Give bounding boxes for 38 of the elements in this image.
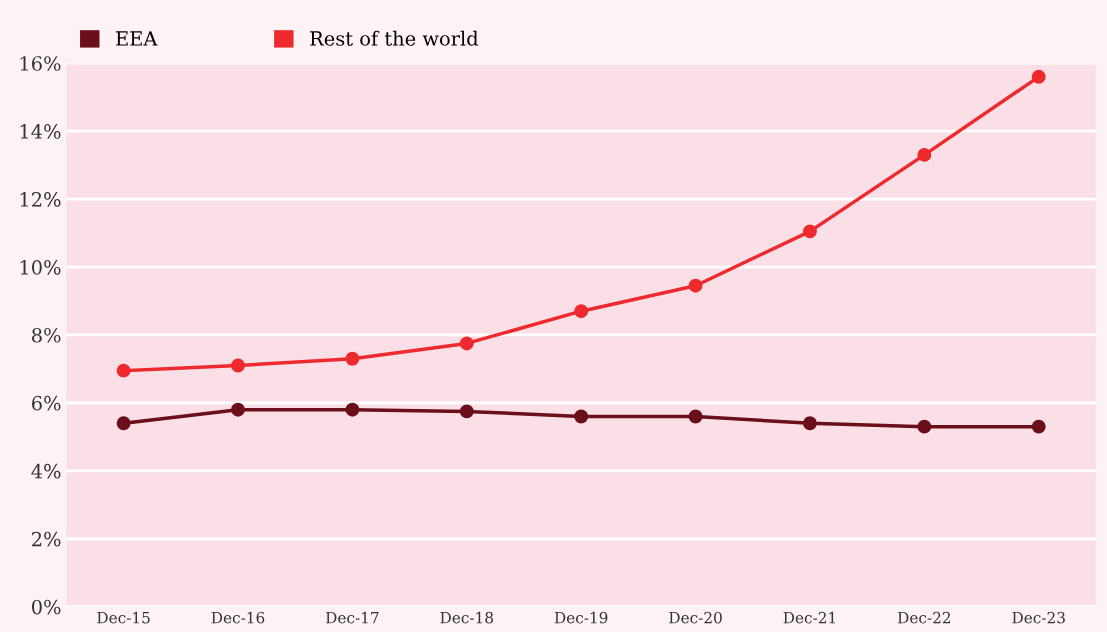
point — [459, 404, 474, 419]
point — [459, 336, 474, 351]
y-tick-label: 10% — [20, 259, 61, 275]
point — [345, 402, 360, 417]
y-tick-label: 4% — [31, 463, 61, 479]
point — [688, 278, 703, 293]
legend-label: Rest of the world — [310, 30, 479, 46]
x-tick-label: Dec-16 — [211, 611, 265, 624]
point — [917, 147, 932, 162]
x-tick-label: Dec-23 — [1012, 611, 1065, 624]
x-tick-label: Dec-17 — [326, 611, 379, 624]
point — [116, 416, 131, 431]
point — [116, 363, 131, 378]
y-tick-label: 14% — [20, 124, 61, 139]
y-tick-label: 8% — [32, 327, 61, 343]
y-tick-label: 2% — [32, 531, 61, 547]
point — [1031, 419, 1046, 434]
x-tick-label: Dec-20 — [669, 611, 722, 624]
y-tick-label: 6% — [32, 395, 61, 411]
point — [231, 402, 245, 417]
x-tick-label: Dec-15 — [97, 611, 150, 624]
point — [803, 224, 817, 239]
x-tick-label: Dec-21 — [783, 611, 836, 624]
x-tick-label: Dec-22 — [897, 611, 951, 624]
y-tick-label: 12% — [20, 192, 61, 207]
point — [688, 409, 703, 424]
point — [803, 416, 817, 431]
y-tick-label: 0% — [31, 599, 61, 615]
point — [574, 304, 589, 319]
point — [345, 351, 360, 366]
point — [917, 419, 932, 434]
point — [574, 409, 589, 424]
legend-label: EEA — [116, 31, 158, 46]
x-tick-label: Dec-18 — [440, 611, 493, 624]
point — [1031, 69, 1046, 84]
x-tick-label: Dec-19 — [554, 611, 608, 624]
point — [231, 358, 245, 373]
y-tick-label: 16% — [20, 56, 61, 71]
